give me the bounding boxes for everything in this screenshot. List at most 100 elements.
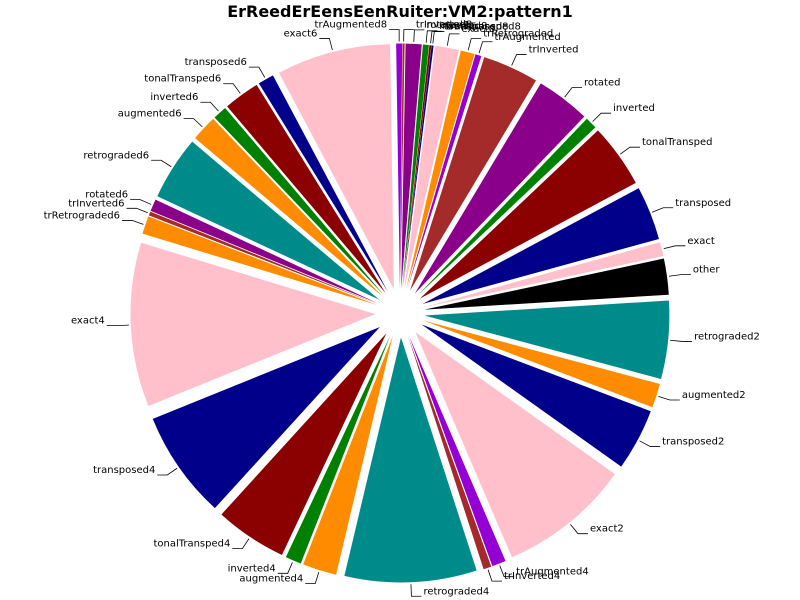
slice-transposed2 (421, 324, 651, 467)
leader-line-inverted4 (277, 562, 293, 574)
leader-line-rotated8 (413, 29, 425, 42)
slice-augmented6 (195, 118, 383, 297)
slice-label-inverted8: inverted8 (439, 21, 487, 32)
slice-retrograded4 (344, 337, 477, 583)
slice-label-augmented2: augmented2 (682, 390, 746, 401)
slice-augmented4 (303, 336, 393, 575)
slice-label-trInverted8: trInverted8 (416, 20, 472, 31)
slice-inverted8 (402, 44, 429, 289)
leader-line-inverted6 (200, 101, 219, 112)
slice-label-rotated6: rotated6 (85, 190, 128, 201)
slice-label-trInverted4: trInverted4 (504, 571, 560, 582)
leader-line-trAugmented8 (389, 29, 400, 42)
leader-line-transposed4 (157, 467, 178, 476)
slice-trInverted8 (400, 43, 405, 289)
slice-label-retrograded6: retrograded6 (83, 150, 149, 161)
slice-trRetrograded (406, 50, 475, 290)
leader-line-other (668, 274, 691, 277)
leader-line-retrograded6 (151, 159, 172, 168)
slice-trInverted (410, 57, 537, 291)
slice-exact8 (404, 45, 459, 289)
slice-label-trInverted: trInverted (529, 45, 579, 56)
slice-label-trAugmented: trAugmented (495, 32, 561, 43)
leader-line-transposed (651, 207, 674, 213)
slice-exact4 (130, 242, 376, 406)
slice-label-augmented4: augmented4 (239, 574, 303, 585)
leader-line-trRetrograded (467, 38, 482, 51)
slice-label-exact2: exact2 (590, 524, 624, 535)
slice-retrograded2 (424, 300, 670, 379)
slice-label-transposed8: transposed8 (446, 22, 508, 33)
slice-tonalTransped8 (402, 45, 432, 289)
slice-label-inverted6: inverted6 (150, 92, 198, 103)
leader-line-tonalTransped (619, 146, 640, 155)
leader-line-inverted8 (425, 30, 438, 43)
slice-transposed8 (402, 45, 434, 289)
slice-rotated8 (401, 43, 422, 289)
leader-line-exact2 (570, 524, 588, 535)
leader-line-tonalTransped4 (232, 538, 250, 550)
slice-trInverted4 (407, 336, 492, 570)
leader-line-exact6 (319, 38, 333, 51)
slice-inverted6 (214, 107, 384, 295)
slice-label-retrograded2: retrograded2 (694, 331, 760, 342)
leader-line-exact (663, 245, 686, 250)
slice-label-trRetrograded: trRetrograded (483, 29, 553, 40)
slice-label-inverted4: inverted4 (228, 563, 276, 574)
slice-transposed (422, 188, 659, 304)
slice-rotated (414, 83, 585, 294)
slice-label-exact4: exact4 (71, 316, 105, 327)
leader-line-tonalTransped8 (430, 30, 442, 44)
leader-line-augmented4 (305, 571, 320, 584)
slice-label-trAugmented4: trAugmented4 (516, 567, 589, 578)
leader-line-inverted (592, 112, 612, 122)
leader-line-transposed2 (639, 440, 661, 447)
slice-label-trRetrograded6: trRetrograded6 (44, 210, 120, 221)
slice-label-rotated8: rotated8 (426, 20, 469, 31)
slice-trAugmented8 (396, 43, 403, 289)
leader-line-trAugmented4 (499, 565, 515, 578)
slice-transposed6 (258, 75, 388, 292)
leader-line-augmented2 (658, 395, 680, 401)
slice-label-augmented6: augmented6 (118, 109, 182, 120)
slice-inverted4 (285, 335, 391, 564)
slice-label-transposed6: transposed6 (185, 57, 247, 68)
leader-line-rotated (564, 87, 582, 98)
slice-label-exact6: exact6 (284, 28, 318, 39)
slice-other (424, 258, 669, 310)
slice-label-exact: exact (687, 236, 715, 247)
slice-label-transposed4: transposed4 (93, 465, 155, 476)
slice-tonalTransped4 (221, 333, 387, 555)
slice-label-tonalTransped4: tonalTransped4 (153, 539, 230, 550)
leader-line-exact8 (446, 33, 460, 46)
slice-exact2 (415, 332, 615, 558)
leader-line-retrograded4 (410, 584, 422, 597)
leader-line-augmented6 (183, 118, 203, 128)
slice-label-transposed: transposed (675, 198, 731, 209)
leader-line-retrograded2 (670, 339, 693, 342)
leader-line-exact4 (106, 324, 129, 327)
slice-exact (423, 242, 664, 308)
slice-trAugmented4 (408, 335, 506, 567)
leader-line-trInverted8 (403, 29, 414, 42)
slice-label-tonalTransped6: tonalTransped6 (144, 74, 221, 85)
leader-line-transposed6 (248, 66, 266, 78)
slice-label-tonalTransped8: tonalTransped8 (444, 21, 521, 32)
slice-tonalTransped6 (227, 84, 386, 294)
leader-line-trInverted6 (126, 207, 148, 214)
slice-inverted (417, 118, 596, 296)
leader-line-trInverted4 (487, 569, 502, 582)
chart-title: ErReedErEensEenRuiter:VM2:pattern1 (227, 2, 573, 21)
leader-line-transposed8 (432, 31, 445, 44)
slice-exact6 (279, 44, 394, 290)
slice-tonalTransped (419, 130, 636, 299)
leader-line-trRetrograded6 (122, 220, 144, 225)
slice-label-trInverted6: trInverted6 (68, 198, 124, 209)
slice-label-trAugmented8: trAugmented8 (315, 20, 388, 31)
slice-augmented2 (423, 320, 660, 408)
leader-line-trInverted (511, 54, 527, 66)
slice-label-rotated: rotated (584, 78, 620, 89)
leader-line-trAugmented (478, 41, 493, 54)
slice-label-transposed2: transposed2 (662, 436, 724, 447)
